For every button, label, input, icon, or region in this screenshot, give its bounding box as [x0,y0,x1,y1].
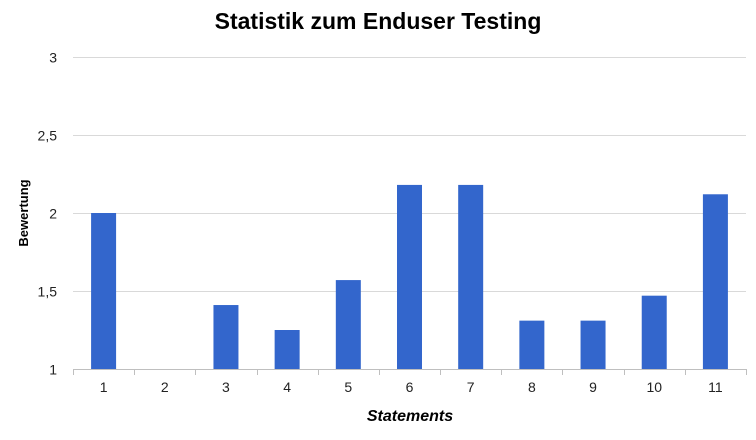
x-axis [73,369,747,375]
bar [641,295,667,369]
bar [274,330,300,369]
x-tick-label: 2 [161,379,169,395]
y-tick-label: 2 [49,206,57,222]
y-tick-label: 1 [49,362,57,378]
bar [335,280,361,369]
y-axis-tick-labels: 1 1,5 2 2,5 3 [38,50,58,378]
x-tick-label: 5 [344,379,352,395]
x-tick-label: 7 [467,379,475,395]
x-tick-label: 6 [406,379,414,395]
x-tick-label: 11 [708,379,723,395]
x-tick-label: 4 [283,379,291,395]
y-tick-label: 3 [49,50,57,66]
bar [397,184,422,369]
chart-title: Statistik zum Enduser Testing [215,8,542,34]
y-axis-title: Bewertung [16,179,31,246]
bar-series [91,184,728,369]
x-tick-label: 3 [222,379,230,395]
x-tick-label: 9 [589,379,597,395]
bar [213,305,239,369]
x-axis-tick-labels: 1 2 3 4 5 6 7 8 9 10 11 [100,379,723,395]
bar [458,184,484,369]
y-tick-label: 2,5 [38,128,58,144]
x-tick-label: 10 [646,379,662,395]
bar [702,194,728,369]
x-axis-title: Statements [367,408,453,425]
bar [580,320,606,369]
x-tick-label: 8 [528,379,536,395]
bar [91,213,117,369]
bar [519,320,545,369]
y-tick-label: 1,5 [38,284,58,300]
x-tick-label: 1 [100,379,108,395]
